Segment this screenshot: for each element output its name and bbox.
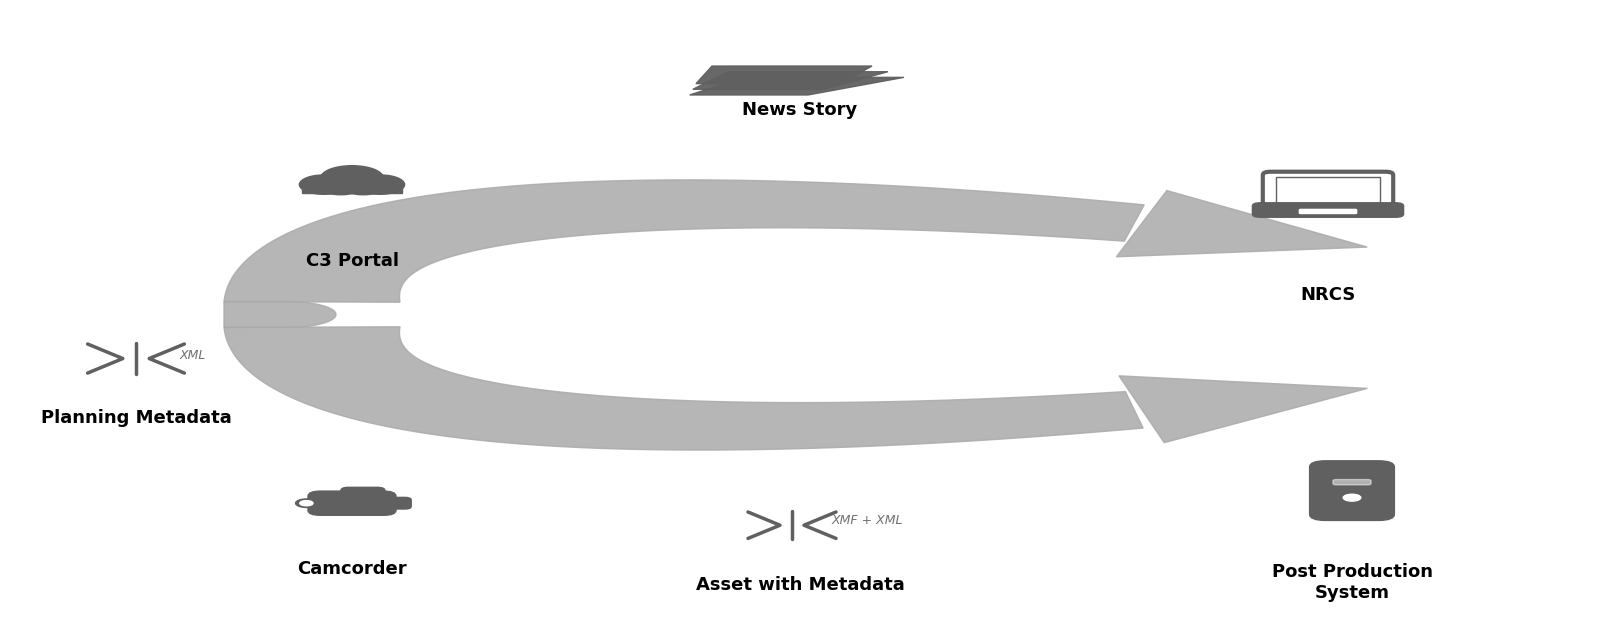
Polygon shape bbox=[1118, 376, 1368, 443]
Circle shape bbox=[299, 501, 314, 506]
FancyBboxPatch shape bbox=[1333, 479, 1371, 485]
Text: NRCS: NRCS bbox=[1301, 286, 1355, 304]
FancyBboxPatch shape bbox=[1299, 209, 1357, 213]
Text: Post Production
System: Post Production System bbox=[1272, 563, 1432, 602]
Text: XMF + XML: XMF + XML bbox=[832, 515, 904, 527]
FancyBboxPatch shape bbox=[1309, 461, 1395, 520]
Text: Planning Metadata: Planning Metadata bbox=[40, 409, 232, 427]
Circle shape bbox=[320, 165, 384, 191]
Polygon shape bbox=[224, 180, 1144, 302]
FancyBboxPatch shape bbox=[1253, 203, 1403, 217]
Circle shape bbox=[1344, 494, 1360, 501]
Circle shape bbox=[355, 175, 405, 194]
Polygon shape bbox=[224, 327, 1142, 450]
Polygon shape bbox=[693, 72, 888, 89]
Text: XML: XML bbox=[179, 349, 205, 362]
FancyBboxPatch shape bbox=[1262, 172, 1394, 209]
FancyBboxPatch shape bbox=[341, 487, 386, 499]
FancyBboxPatch shape bbox=[1275, 177, 1379, 204]
Text: News Story: News Story bbox=[742, 101, 858, 119]
Polygon shape bbox=[1117, 191, 1368, 257]
Circle shape bbox=[341, 177, 386, 195]
Polygon shape bbox=[1322, 206, 1334, 210]
FancyBboxPatch shape bbox=[378, 498, 411, 509]
Circle shape bbox=[296, 499, 317, 508]
Polygon shape bbox=[690, 77, 904, 95]
Polygon shape bbox=[696, 66, 872, 84]
Text: C3 Portal: C3 Portal bbox=[306, 252, 398, 270]
FancyBboxPatch shape bbox=[302, 184, 403, 194]
Text: Camcorder: Camcorder bbox=[298, 560, 406, 578]
Polygon shape bbox=[224, 302, 336, 327]
Text: Asset with Metadata: Asset with Metadata bbox=[696, 576, 904, 594]
Circle shape bbox=[299, 175, 349, 194]
FancyBboxPatch shape bbox=[307, 491, 397, 515]
Circle shape bbox=[318, 177, 363, 195]
